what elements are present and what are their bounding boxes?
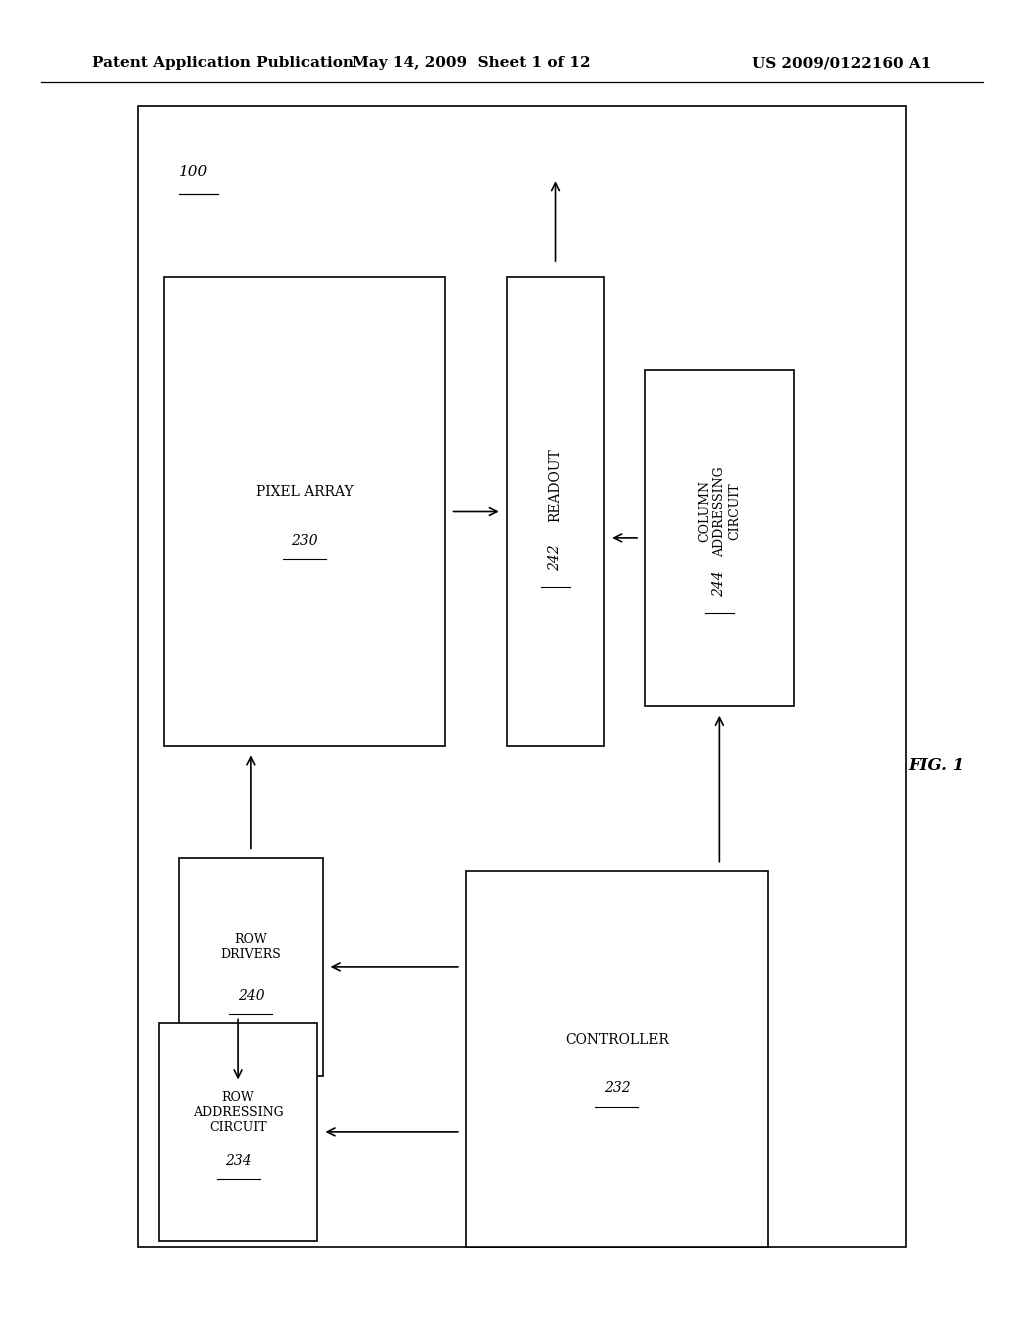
Text: Patent Application Publication: Patent Application Publication: [92, 57, 354, 70]
Text: 240: 240: [238, 989, 264, 1003]
Text: May 14, 2009  Sheet 1 of 12: May 14, 2009 Sheet 1 of 12: [352, 57, 590, 70]
Text: FIG. 1: FIG. 1: [909, 758, 965, 774]
Text: 244: 244: [713, 570, 726, 598]
Text: US 2009/0122160 A1: US 2009/0122160 A1: [753, 57, 932, 70]
Text: ROW
ADDRESSING
CIRCUIT: ROW ADDRESSING CIRCUIT: [193, 1090, 284, 1134]
Text: 230: 230: [291, 533, 318, 548]
Text: ROW
DRIVERS: ROW DRIVERS: [220, 933, 282, 961]
Bar: [466, 871, 768, 1247]
Text: COLUMN
ADDRESSING
CIRCUIT: COLUMN ADDRESSING CIRCUIT: [698, 466, 740, 557]
Bar: [138, 106, 906, 1247]
Text: 100: 100: [179, 165, 209, 180]
Text: 242: 242: [549, 544, 562, 572]
Bar: [507, 277, 604, 746]
Text: 234: 234: [224, 1154, 252, 1168]
Bar: [179, 858, 323, 1076]
Bar: [164, 277, 445, 746]
Text: READOUT: READOUT: [549, 449, 562, 521]
Text: CONTROLLER: CONTROLLER: [565, 1032, 669, 1047]
Bar: [645, 370, 794, 706]
Bar: [159, 1023, 317, 1241]
Text: PIXEL ARRAY: PIXEL ARRAY: [256, 484, 353, 499]
Text: 232: 232: [603, 1081, 631, 1096]
